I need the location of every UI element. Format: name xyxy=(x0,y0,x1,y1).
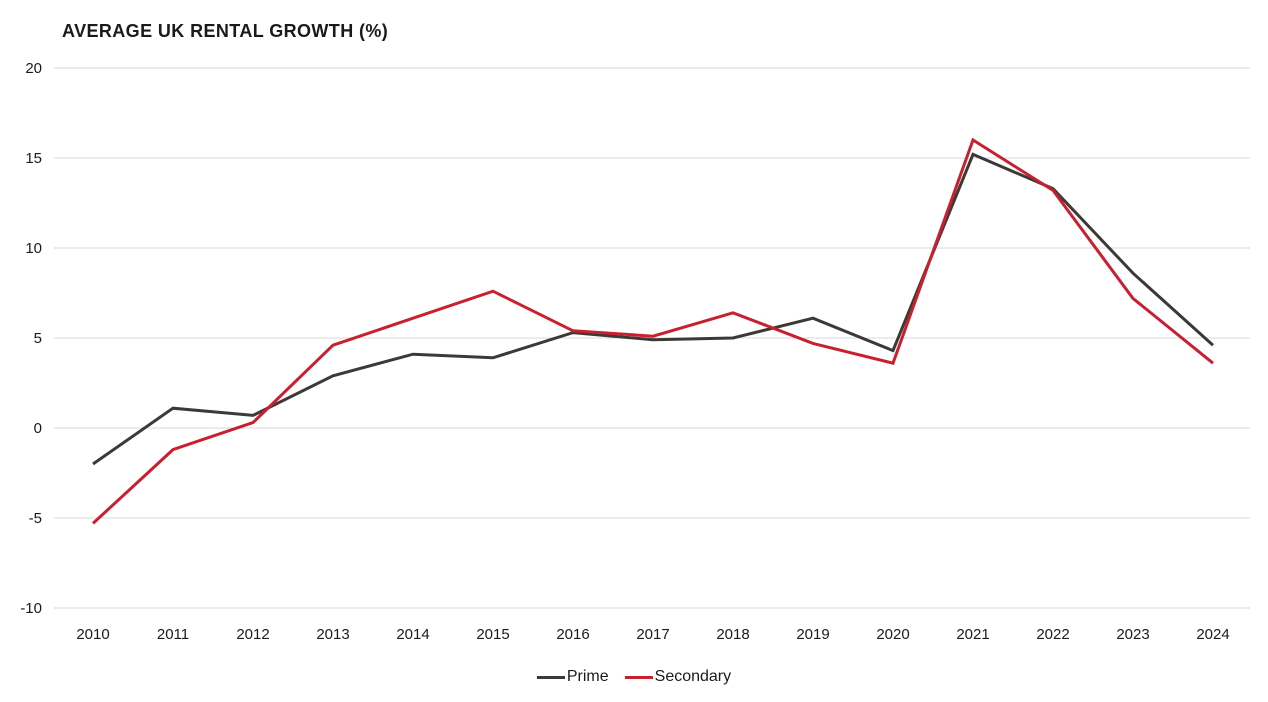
y-tick-label: 15 xyxy=(25,150,42,167)
series-line-prime xyxy=(92,152,1215,466)
y-tick-label: 5 xyxy=(34,330,42,347)
x-tick-label: 2018 xyxy=(716,626,749,643)
y-tick-label: 10 xyxy=(25,240,42,257)
legend-item-secondary: Secondary xyxy=(624,667,732,687)
x-tick-label: 2011 xyxy=(157,626,189,643)
x-tick-label: 2017 xyxy=(636,626,669,643)
legend-label-prime: Prime xyxy=(566,668,609,685)
x-tick-label: 2012 xyxy=(236,626,269,643)
prime-line-swatch-icon xyxy=(536,675,565,679)
x-tick-label: 2014 xyxy=(396,626,429,643)
chart-title: AVERAGE UK RENTAL GROWTH (%) xyxy=(62,21,389,41)
x-tick-label: 2019 xyxy=(796,626,829,643)
x-tick-label: 2023 xyxy=(1116,626,1149,643)
x-tick-label: 2024 xyxy=(1196,626,1229,643)
secondary-line-swatch-icon xyxy=(624,675,653,679)
y-tick-label: 20 xyxy=(25,60,42,77)
y-tick-label: -10 xyxy=(20,600,42,617)
x-tick-label: 2015 xyxy=(476,626,509,643)
legend-label-secondary: Secondary xyxy=(654,668,732,685)
x-tick-label: 2010 xyxy=(76,626,109,643)
x-tick-label: 2013 xyxy=(316,626,349,643)
y-tick-label: 0 xyxy=(34,420,42,437)
y-tick-label: -5 xyxy=(29,510,42,527)
x-tick-label: 2016 xyxy=(556,626,589,643)
chart-legend: Prime Secondary xyxy=(0,667,1268,687)
x-tick-label: 2021 xyxy=(956,626,989,643)
x-tick-label: 2020 xyxy=(876,626,909,643)
legend-item-prime: Prime xyxy=(536,667,609,687)
x-tick-label: 2022 xyxy=(1036,626,1069,643)
series-line-secondary xyxy=(91,137,1214,525)
